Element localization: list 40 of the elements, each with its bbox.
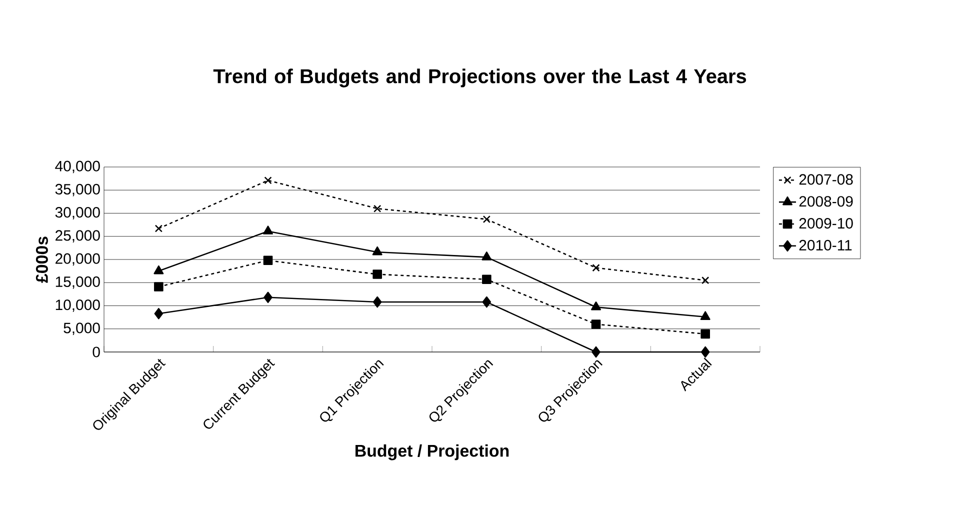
legend-label: 2010-11 <box>799 240 852 250</box>
point <box>700 329 710 339</box>
point <box>482 274 492 284</box>
point <box>154 265 164 274</box>
point <box>482 296 492 308</box>
point <box>264 292 272 304</box>
legend-label: 2009-10 <box>799 218 853 229</box>
point <box>263 226 273 234</box>
point <box>372 296 382 308</box>
y-tick-label: 40,000 <box>55 160 100 174</box>
point <box>154 282 164 292</box>
y-tick-label: 30,000 <box>55 207 100 220</box>
point <box>700 311 710 320</box>
y-tick-label: 35,000 <box>55 184 100 196</box>
point <box>591 301 601 310</box>
y-tick-label: 25,000 <box>56 230 100 243</box>
point <box>372 270 382 279</box>
point <box>592 264 600 272</box>
point <box>700 346 710 358</box>
chart-title: Trend of Budgets and Projections over the Last 4 Years <box>213 68 746 88</box>
point <box>263 256 273 266</box>
point <box>702 276 710 284</box>
point <box>482 215 491 224</box>
y-axis-title: £000s <box>36 236 48 283</box>
legend-label: 2007-08 <box>799 174 853 185</box>
legend-label: 2008-09 <box>799 196 853 207</box>
y-tick-label: 0 <box>92 346 100 358</box>
point <box>591 320 601 329</box>
point <box>482 252 492 260</box>
point <box>592 346 600 358</box>
x-axis-title: Budget / Projection <box>356 444 509 460</box>
y-tick-label: 20,000 <box>56 253 100 266</box>
point <box>154 224 163 232</box>
y-tick-label: 5,000 <box>64 322 100 336</box>
point <box>372 246 382 256</box>
point <box>154 308 164 320</box>
point <box>264 176 272 184</box>
point <box>374 204 382 212</box>
y-tick-label: 15,000 <box>56 276 100 289</box>
y-tick-label: 10,000 <box>56 300 100 312</box>
